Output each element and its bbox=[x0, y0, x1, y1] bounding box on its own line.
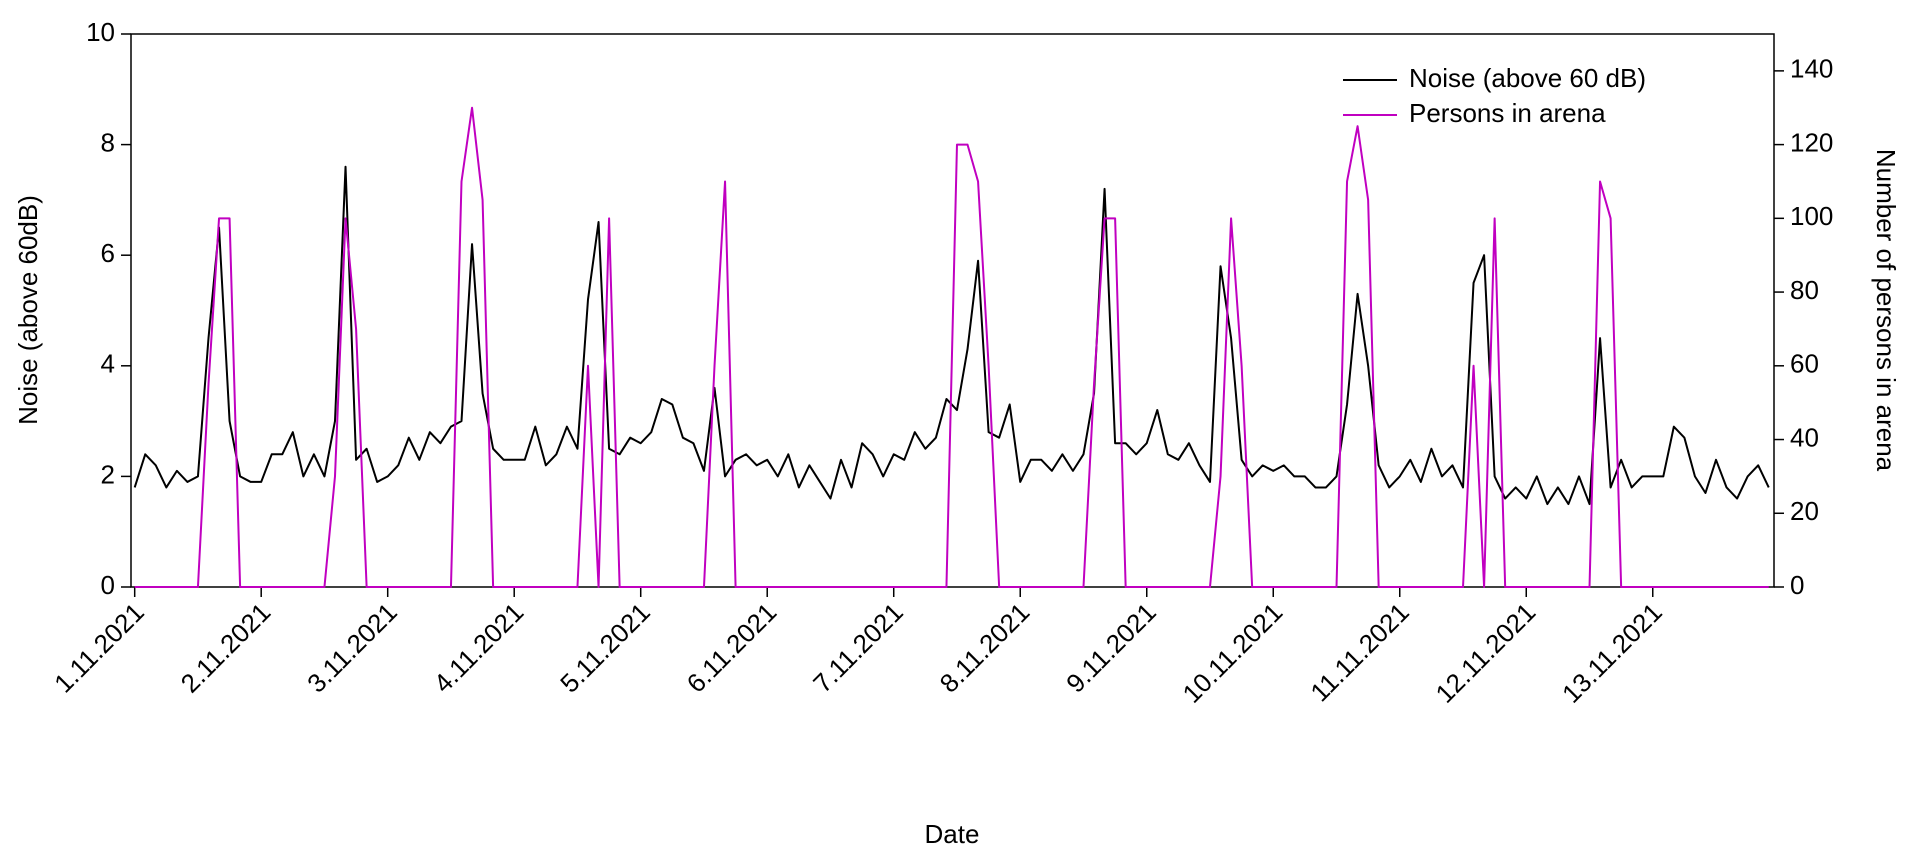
plot-frame bbox=[130, 33, 1775, 588]
x-tick-label: 11.11.2021 bbox=[1304, 597, 1415, 708]
x-tick-label: 1.11.2021 bbox=[48, 597, 150, 699]
x-tick-label: 7.11.2021 bbox=[807, 597, 909, 699]
y-tick-label: 6 bbox=[101, 238, 115, 268]
legend-label: Persons in arena bbox=[1409, 98, 1606, 128]
y2-tick-label: 0 bbox=[1790, 570, 1804, 600]
y2-tick-label: 60 bbox=[1790, 349, 1819, 379]
series-line bbox=[134, 106, 1769, 588]
x-tick-label: 9.11.2021 bbox=[1060, 597, 1162, 699]
x-tick-label: 10.11.2021 bbox=[1176, 597, 1288, 709]
y-tick-label: 2 bbox=[101, 459, 115, 489]
y2-tick-label: 140 bbox=[1790, 54, 1833, 84]
x-tick-label: 2.11.2021 bbox=[175, 597, 277, 699]
x-tick-label: 4.11.2021 bbox=[428, 597, 530, 699]
x-tick-label: 6.11.2021 bbox=[681, 597, 783, 699]
y-axis-label: Noise (above 60dB) bbox=[13, 195, 43, 425]
x-axis-label: Date bbox=[925, 819, 980, 849]
legend-label: Noise (above 60 dB) bbox=[1409, 63, 1646, 93]
x-tick-label: 5.11.2021 bbox=[554, 597, 656, 699]
y-tick-label: 4 bbox=[101, 349, 115, 379]
y-tick-label: 10 bbox=[86, 17, 115, 47]
y2-tick-label: 20 bbox=[1790, 496, 1819, 526]
y2-tick-label: 40 bbox=[1790, 422, 1819, 452]
x-tick-label: 3.11.2021 bbox=[301, 597, 403, 699]
y2-tick-label: 120 bbox=[1790, 127, 1833, 157]
y2-axis-label: Number of persons in arena bbox=[1871, 149, 1901, 472]
x-tick-label: 13.11.2021 bbox=[1556, 597, 1668, 709]
y-tick-label: 0 bbox=[101, 570, 115, 600]
y2-tick-label: 100 bbox=[1790, 201, 1833, 231]
y2-tick-label: 80 bbox=[1790, 275, 1819, 305]
y-tick-label: 8 bbox=[101, 127, 115, 157]
x-tick-label: 12.11.2021 bbox=[1429, 597, 1541, 709]
x-tick-label: 8.11.2021 bbox=[934, 597, 1036, 699]
